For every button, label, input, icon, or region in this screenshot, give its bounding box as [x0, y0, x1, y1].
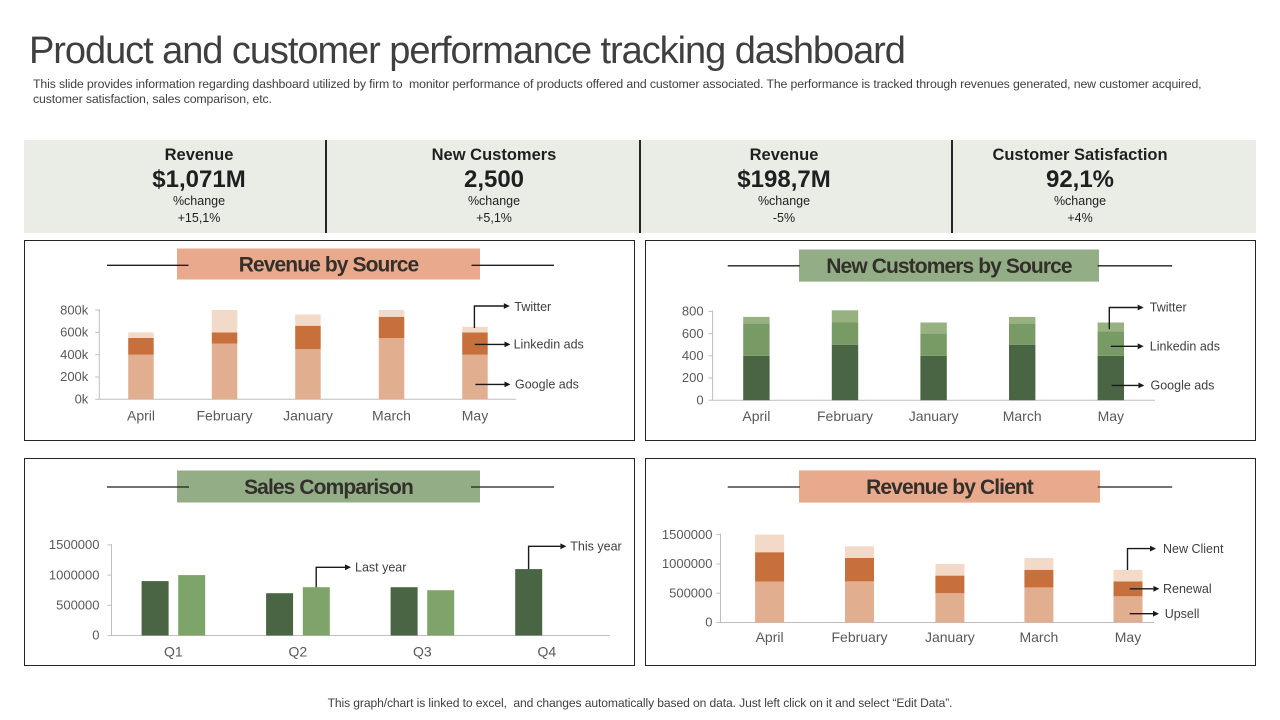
svg-text:Q4: Q4: [537, 644, 556, 660]
svg-text:March: March: [372, 407, 411, 423]
svg-text:New Client: New Client: [1163, 542, 1224, 556]
svg-text:March: March: [1003, 408, 1042, 424]
svg-text:May: May: [1098, 408, 1124, 424]
svg-text:800k: 800k: [60, 302, 89, 317]
svg-text:Linkedin ads: Linkedin ads: [514, 338, 584, 352]
svg-text:500000: 500000: [56, 598, 99, 613]
svg-text:Upsell: Upsell: [1165, 607, 1200, 621]
svg-text:1500000: 1500000: [49, 537, 100, 552]
svg-text:0: 0: [92, 628, 99, 643]
svg-text:Revenue by Client: Revenue by Client: [866, 476, 1034, 499]
svg-text:April: April: [127, 407, 155, 423]
svg-text:1000000: 1000000: [662, 556, 713, 571]
svg-text:Twitter: Twitter: [1150, 301, 1187, 315]
svg-text:January: January: [283, 407, 333, 423]
svg-text:February: February: [817, 408, 873, 424]
svg-text:Renewal: Renewal: [1163, 582, 1212, 596]
svg-text:400k: 400k: [60, 347, 89, 362]
svg-text:800: 800: [682, 304, 704, 319]
svg-text:May: May: [462, 407, 488, 423]
svg-text:400: 400: [682, 348, 704, 363]
svg-text:February: February: [196, 407, 252, 423]
svg-text:April: April: [756, 629, 784, 645]
svg-text:March: March: [1019, 629, 1058, 645]
svg-text:0: 0: [705, 615, 712, 630]
svg-text:February: February: [831, 629, 887, 645]
svg-text:600k: 600k: [60, 325, 89, 340]
svg-text:January: January: [909, 408, 959, 424]
svg-text:Sales Comparison: Sales Comparison: [244, 476, 413, 499]
svg-text:Google ads: Google ads: [515, 378, 579, 392]
svg-text:0k: 0k: [75, 392, 89, 407]
svg-text:Twitter: Twitter: [514, 300, 551, 314]
svg-text:Q3: Q3: [413, 644, 432, 660]
svg-text:200: 200: [682, 370, 704, 385]
svg-text:Q1: Q1: [164, 644, 183, 660]
svg-text:Revenue by Source: Revenue by Source: [239, 254, 419, 277]
svg-text:0: 0: [696, 392, 703, 407]
svg-text:1500000: 1500000: [662, 527, 713, 542]
svg-text:1000000: 1000000: [49, 567, 100, 582]
svg-text:April: April: [742, 408, 770, 424]
svg-text:January: January: [925, 629, 975, 645]
svg-text:Linkedin ads: Linkedin ads: [1150, 340, 1220, 354]
svg-text:May: May: [1115, 629, 1141, 645]
svg-text:Last year: Last year: [355, 561, 406, 575]
svg-text:This year: This year: [570, 540, 621, 554]
svg-text:600: 600: [682, 326, 704, 341]
svg-text:500000: 500000: [669, 585, 712, 600]
svg-text:New Customers by Source: New Customers by Source: [826, 255, 1072, 278]
svg-text:200k: 200k: [60, 369, 89, 384]
svg-text:Q2: Q2: [288, 644, 307, 660]
svg-text:Google ads: Google ads: [1151, 379, 1215, 393]
